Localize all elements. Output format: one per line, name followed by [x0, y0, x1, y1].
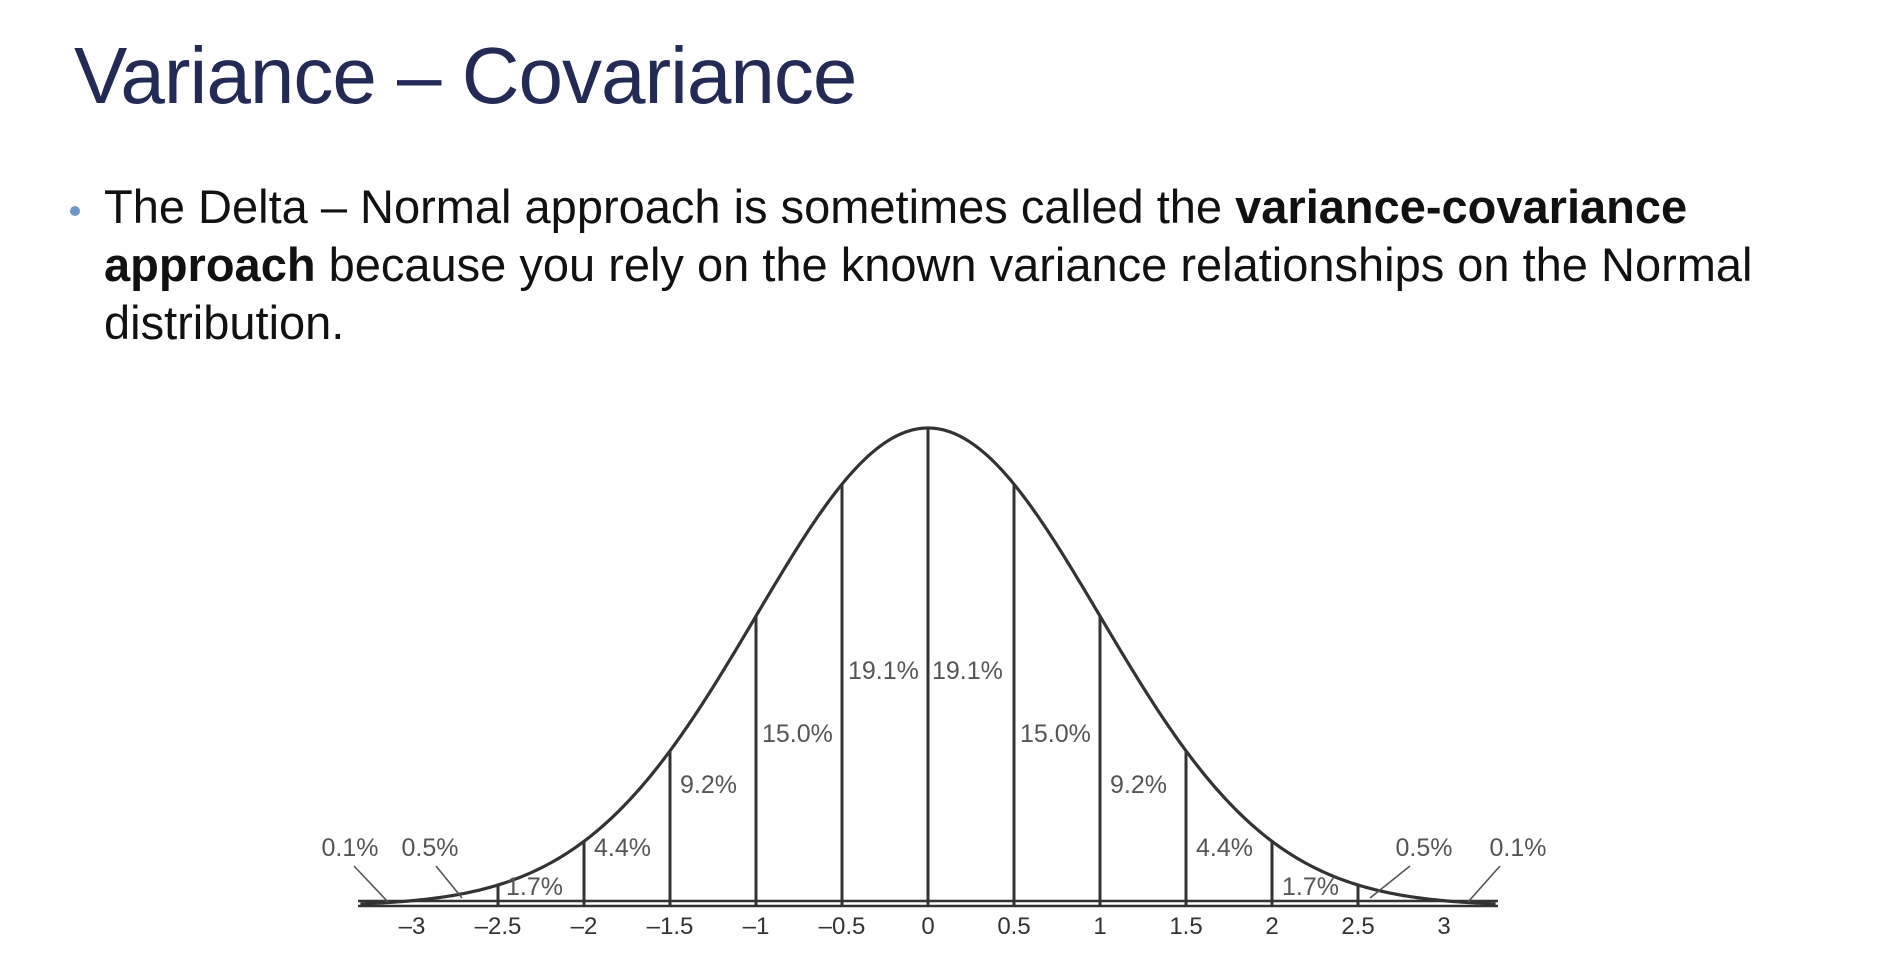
region-percent-label: 0.5%	[402, 834, 459, 862]
x-tick-label: –1	[743, 913, 770, 940]
region-percent-label: 15.0%	[1020, 720, 1091, 748]
x-tick-label: 0.5	[997, 913, 1030, 940]
region-percent-label: 1.7%	[506, 873, 563, 901]
region-percent-label: 19.1%	[848, 657, 919, 685]
x-tick-label: 3	[1437, 913, 1450, 940]
bullet-dot-icon	[70, 206, 80, 216]
x-tick-label: 1.5	[1169, 913, 1202, 940]
bullet-point: The Delta – Normal approach is sometimes…	[70, 178, 1830, 352]
region-percent-label: 9.2%	[680, 771, 737, 799]
x-tick-label: –2	[571, 913, 598, 940]
region-percent-label: 0.1%	[322, 834, 379, 862]
region-percent-label: 4.4%	[1196, 834, 1253, 862]
x-tick-label: –0.5	[819, 913, 866, 940]
region-percent-label: 0.1%	[1490, 834, 1547, 862]
region-percent-label: 15.0%	[762, 720, 833, 748]
region-percent-label: 19.1%	[932, 657, 1003, 685]
leader-line	[353, 865, 389, 903]
bullet-text-part1: The Delta – Normal approach is sometimes…	[104, 180, 1236, 233]
bullet-text-bold: variance-covariance approach	[104, 180, 1688, 291]
region-percent-label: 1.7%	[1282, 873, 1339, 901]
x-tick-label: 1	[1093, 913, 1106, 940]
leader-line	[1467, 865, 1501, 903]
slide-title: Variance – Covariance	[74, 31, 857, 120]
leader-line	[1369, 865, 1411, 899]
leader-line	[435, 865, 463, 899]
region-label-group: 19.1% 19.1% 15.0% 15.0% 9.2% 9.2% 4.4% 4.4% 1.7%…	[322, 657, 1547, 903]
x-tick-label: 0	[921, 913, 934, 940]
x-tick-label: –3	[399, 913, 426, 940]
axis-group	[358, 899, 1498, 908]
x-tick-label: –2.5	[475, 913, 522, 940]
x-tick-label: 2.5	[1341, 913, 1374, 940]
region-percent-label: 0.5%	[1396, 834, 1453, 862]
bullet-text: The Delta – Normal approach is sometimes…	[104, 178, 1830, 352]
x-tick-label: –1.5	[647, 913, 694, 940]
bullet-text-part2: because you rely on the known variance r…	[104, 238, 1753, 349]
region-percent-label: 9.2%	[1110, 771, 1167, 799]
region-percent-label: 4.4%	[594, 834, 651, 862]
divider-group	[496, 428, 1360, 906]
tick-label-group: –3 –2.5 –2 –1.5 –1 –0.5 0 0.5 1 1.5 2 2.5 3	[399, 913, 1451, 940]
x-tick-label: 2	[1265, 913, 1278, 940]
